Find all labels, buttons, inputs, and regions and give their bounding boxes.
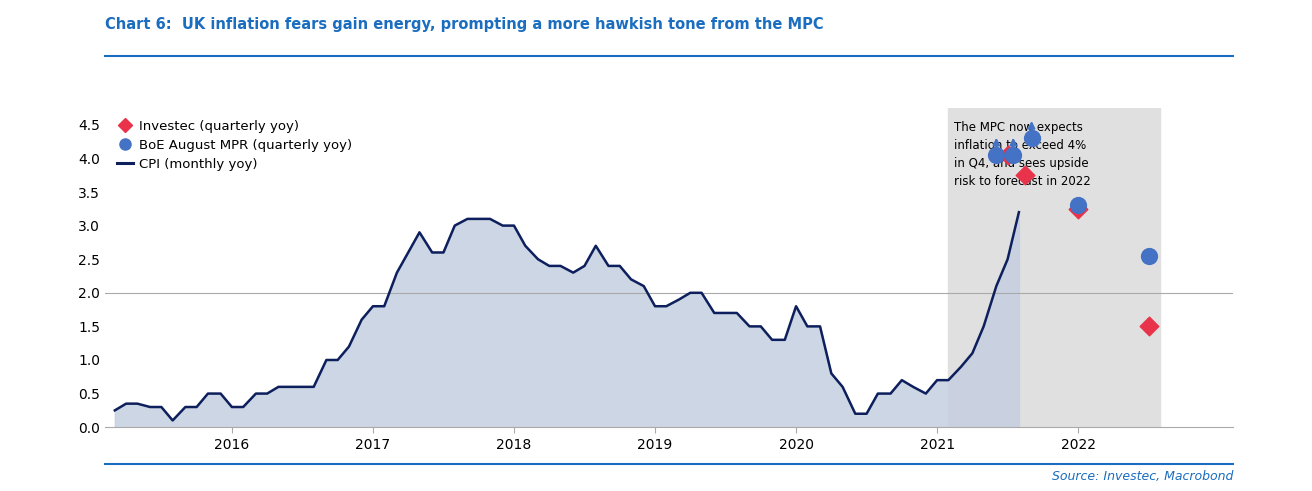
Point xyxy=(985,151,1006,159)
Text: Chart 6:  UK inflation fears gain energy, prompting a more hawkish tone from the: Chart 6: UK inflation fears gain energy,… xyxy=(105,17,824,32)
Point xyxy=(1021,135,1042,142)
Text: Source: Investec, Macrobond: Source: Investec, Macrobond xyxy=(1052,470,1233,483)
Legend: Investec (quarterly yoy), BoE August MPR (quarterly yoy), CPI (monthly yoy): Investec (quarterly yoy), BoE August MPR… xyxy=(112,114,358,176)
Point xyxy=(997,151,1018,159)
Point xyxy=(1068,201,1089,209)
Point xyxy=(1139,323,1160,330)
Bar xyxy=(949,108,1160,427)
Text: The MPC now expects
inflation to exceed 4%
in Q4, and sees upside
risk to foreca: The MPC now expects inflation to exceed … xyxy=(954,121,1090,189)
Point xyxy=(1068,205,1089,213)
Point xyxy=(1014,171,1035,179)
Point xyxy=(1139,252,1160,260)
Point xyxy=(1002,151,1023,159)
